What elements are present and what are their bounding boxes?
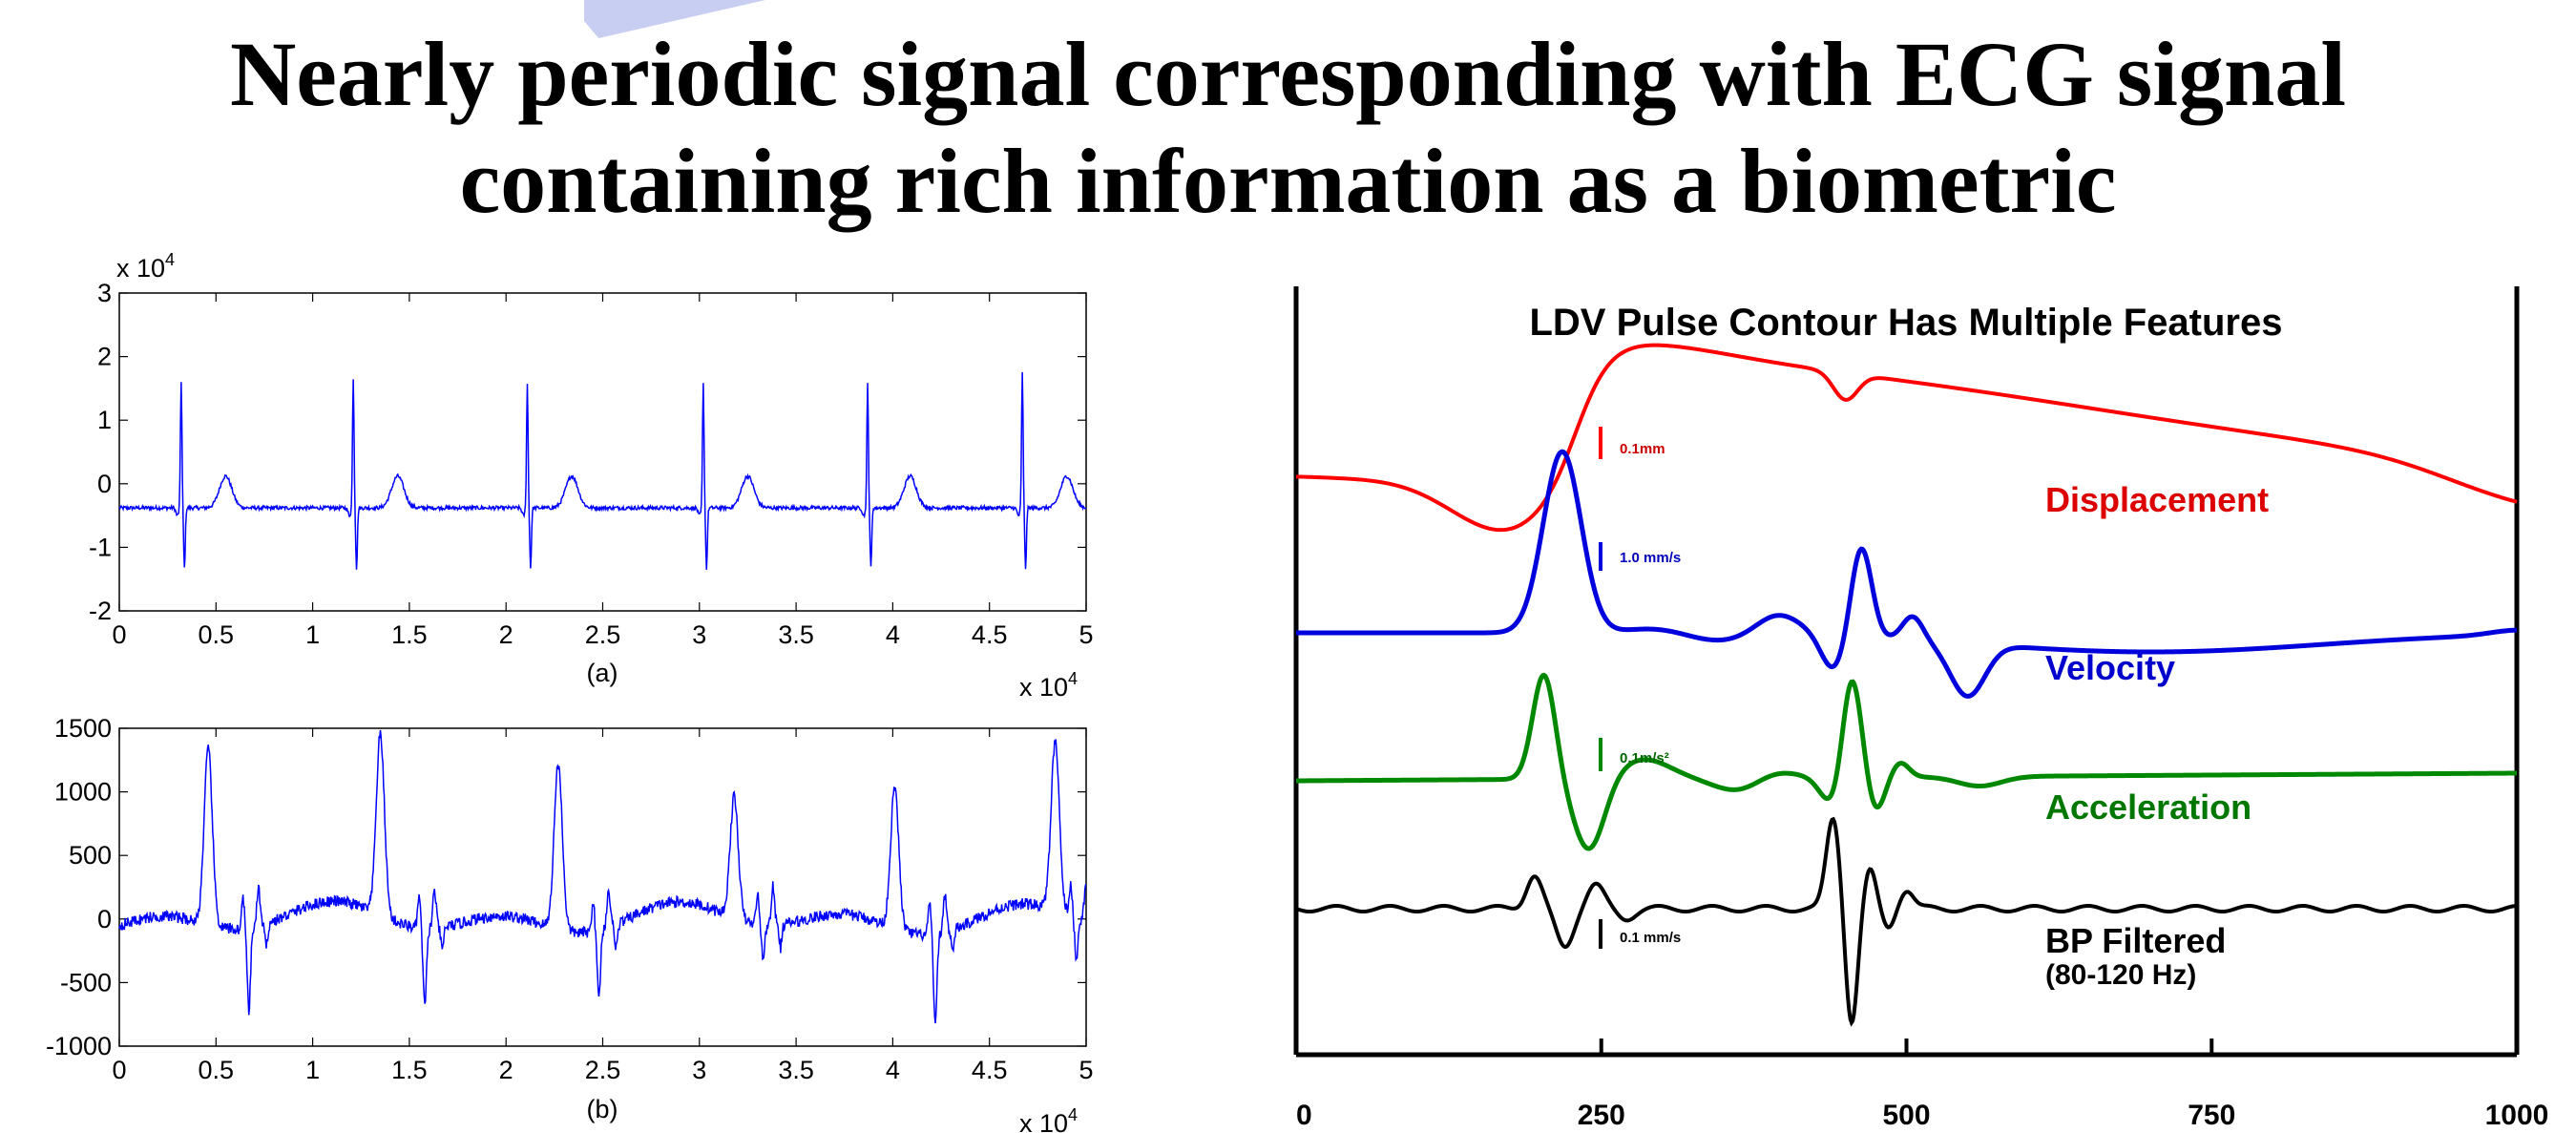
x-tick-label: 0	[112, 620, 126, 649]
x-tick-label: 3	[692, 620, 706, 649]
x-tick-label: 1	[305, 620, 320, 649]
panel-b-signal-line	[118, 729, 1087, 1024]
displacement-scale-label: 0.1mm	[1620, 441, 1665, 457]
ldv-x-tick-label: 500	[1882, 1100, 1930, 1131]
bp-filtered-label: BP Filtered	[2045, 921, 2226, 960]
x-tick-label: 5	[1079, 620, 1093, 649]
y-tick-label: 1	[97, 406, 112, 434]
x-tick-label: 3.5	[778, 1056, 814, 1084]
ldv-x-tick-label: 0	[1296, 1100, 1312, 1131]
bp-filtered-subtitle: (80-120 Hz)	[2045, 959, 2196, 991]
panel-b-frame	[118, 727, 1087, 1047]
x-tick-label: 3	[692, 1056, 706, 1084]
bp-scale-label: 0.1 mm/s	[1620, 930, 1681, 946]
velocity-label: Velocity	[2045, 648, 2175, 687]
y-tick-label: 2	[97, 343, 112, 371]
x-tick-label: 3.5	[778, 620, 814, 649]
displacement-label: Displacement	[2045, 480, 2269, 519]
y-tick-label: -500	[60, 968, 112, 997]
x-tick-label: 4.5	[972, 1056, 1008, 1084]
slide-title-line-1: Nearly periodic signal corresponding wit…	[229, 23, 2347, 125]
panel-a-y-exponent: x 104	[116, 250, 175, 283]
panel-a-signal-line	[118, 371, 1087, 570]
x-tick-label: 0.5	[199, 620, 235, 649]
panel-b-x-exponent: x 104	[1019, 1105, 1078, 1133]
ldv-x-tick-label: 1000	[2485, 1100, 2549, 1131]
ecg-panel-b: 0 0.5 1 1.5 2 2.5 3 3.5 4 4.5 5 -1000 -500 0 500 1000 15…	[46, 714, 1094, 1133]
x-tick-label: 0.5	[199, 1056, 235, 1084]
ldv-x-tick-label: 750	[2188, 1100, 2235, 1131]
y-tick-label: -2	[89, 597, 112, 625]
x-tick-label: 5	[1079, 1056, 1093, 1084]
acceleration-label: Acceleration	[2045, 787, 2251, 827]
y-tick-label: 500	[69, 841, 112, 870]
x-tick-label: 2	[499, 620, 513, 649]
y-tick-label: 1500	[54, 714, 112, 743]
velocity-scale-label: 1.0 mm/s	[1620, 550, 1681, 566]
panel-a-label: (a)	[587, 659, 618, 687]
acceleration-scale-label: 0.1m/s²	[1620, 750, 1669, 766]
displacement-line	[1295, 343, 2518, 533]
x-tick-label: 4.5	[972, 620, 1008, 649]
bp-filtered-line	[1295, 816, 2518, 1027]
panel-a-frame	[118, 292, 1087, 612]
x-tick-label: 2.5	[585, 620, 621, 649]
x-tick-label: 2	[499, 1056, 513, 1084]
x-tick-label: 0	[112, 1056, 126, 1084]
y-tick-label: -1	[89, 533, 112, 561]
ldv-chart-title: LDV Pulse Contour Has Multiple Features	[1529, 302, 2282, 344]
panel-a-x-exponent: x 104	[1019, 669, 1078, 702]
y-tick-label: -1000	[46, 1032, 112, 1060]
slide-title-line-2: containing rich information as a biometr…	[459, 130, 2117, 232]
y-tick-label: 1000	[54, 778, 112, 807]
slide-title: Nearly periodic signal corresponding wit…	[0, 21, 2576, 235]
panel-b-label: (b)	[587, 1095, 618, 1123]
acceleration-line	[1295, 672, 2518, 851]
ldv-x-tick-label: 250	[1578, 1100, 1625, 1131]
x-tick-label: 2.5	[585, 1056, 621, 1084]
x-tick-label: 4	[886, 620, 900, 649]
ldv-panel: LDV Pulse Contour Has Multiple Features …	[1293, 286, 2549, 1131]
x-tick-label: 1.5	[391, 1056, 428, 1084]
x-tick-label: 1	[305, 1056, 320, 1084]
velocity-line	[1296, 449, 2518, 699]
x-tick-label: 1.5	[391, 620, 428, 649]
y-tick-label: 3	[97, 279, 112, 307]
y-tick-label: 0	[97, 470, 112, 498]
y-tick-label: 0	[97, 905, 112, 934]
x-tick-label: 4	[886, 1056, 900, 1084]
